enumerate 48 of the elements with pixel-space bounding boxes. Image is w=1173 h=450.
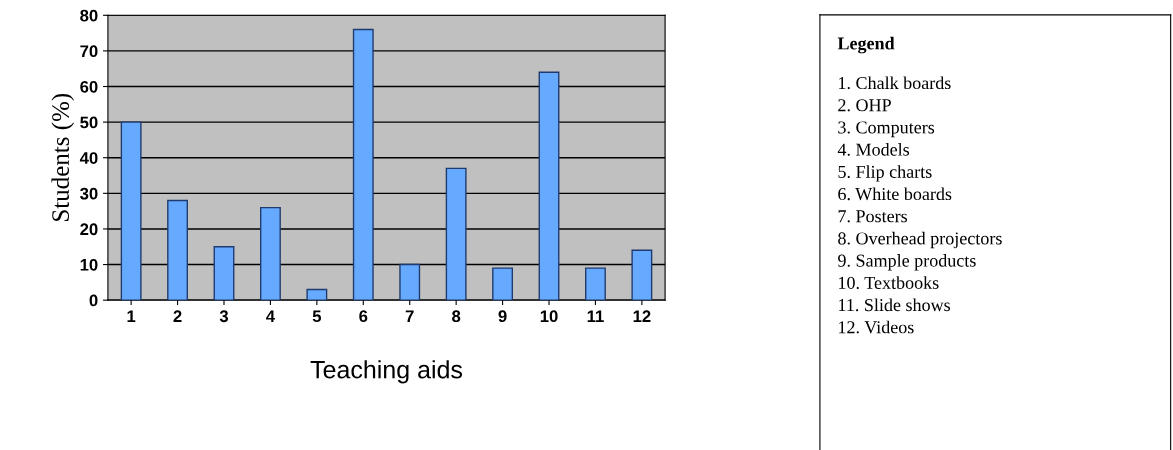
y-tick-label: 50 — [80, 116, 98, 129]
x-axis-title: Teaching aids — [310, 360, 463, 384]
x-tick-label: 11 — [587, 310, 604, 322]
y-tick-label: 0 — [89, 294, 98, 307]
text: 1. Chalk boards — [839, 76, 951, 90]
x-tick-label: 1 — [127, 310, 136, 322]
y-tick-label: 80 — [80, 9, 98, 22]
x-tick-label: 8 — [452, 310, 461, 323]
x-tick-label: 4 — [266, 310, 275, 322]
x-tick-label: 3 — [219, 310, 229, 323]
bar — [167, 199, 189, 301]
y-tick-label: 60 — [80, 80, 98, 93]
text: 3. Computers — [838, 121, 935, 138]
text: 10. Textbooks — [839, 276, 939, 290]
bar — [399, 263, 421, 301]
bar — [445, 167, 467, 301]
text: 2. OHP — [838, 99, 891, 112]
y-axis-title: Students (%) — [51, 93, 75, 221]
bar — [306, 288, 328, 301]
y-tick-label: 20 — [80, 223, 98, 236]
y-tick-label: 10 — [80, 258, 98, 271]
y-tick-label: 30 — [80, 187, 98, 200]
bar — [259, 206, 281, 301]
text: 7. Posters — [838, 210, 908, 223]
text: 5. Flip charts — [838, 165, 932, 182]
x-tick-label: 2 — [173, 310, 182, 322]
bar — [492, 267, 514, 301]
bar — [584, 267, 606, 301]
bar — [213, 246, 235, 301]
x-tick-label: 5 — [312, 310, 322, 323]
text: 8. Overhead projectors — [838, 231, 1002, 249]
x-tick-label: 9 — [498, 310, 507, 323]
x-tick-label: 12 — [633, 310, 651, 322]
text: 12. Videos — [839, 320, 914, 334]
text: Legend — [837, 36, 895, 54]
text: 6. White boards — [838, 187, 952, 201]
text: 11. Slide shows — [839, 298, 950, 312]
text: 9. Sample products — [838, 254, 976, 271]
x-tick-label: 6 — [359, 310, 368, 323]
text: 4. Models — [837, 143, 910, 156]
bar — [631, 249, 653, 301]
bar — [120, 121, 142, 301]
y-tick-label: 70 — [80, 45, 98, 58]
x-tick-label: 10 — [540, 310, 558, 323]
bar — [352, 28, 374, 301]
bar — [538, 71, 560, 301]
x-tick-label: 7 — [405, 310, 414, 322]
y-tick-label: 40 — [79, 152, 98, 164]
